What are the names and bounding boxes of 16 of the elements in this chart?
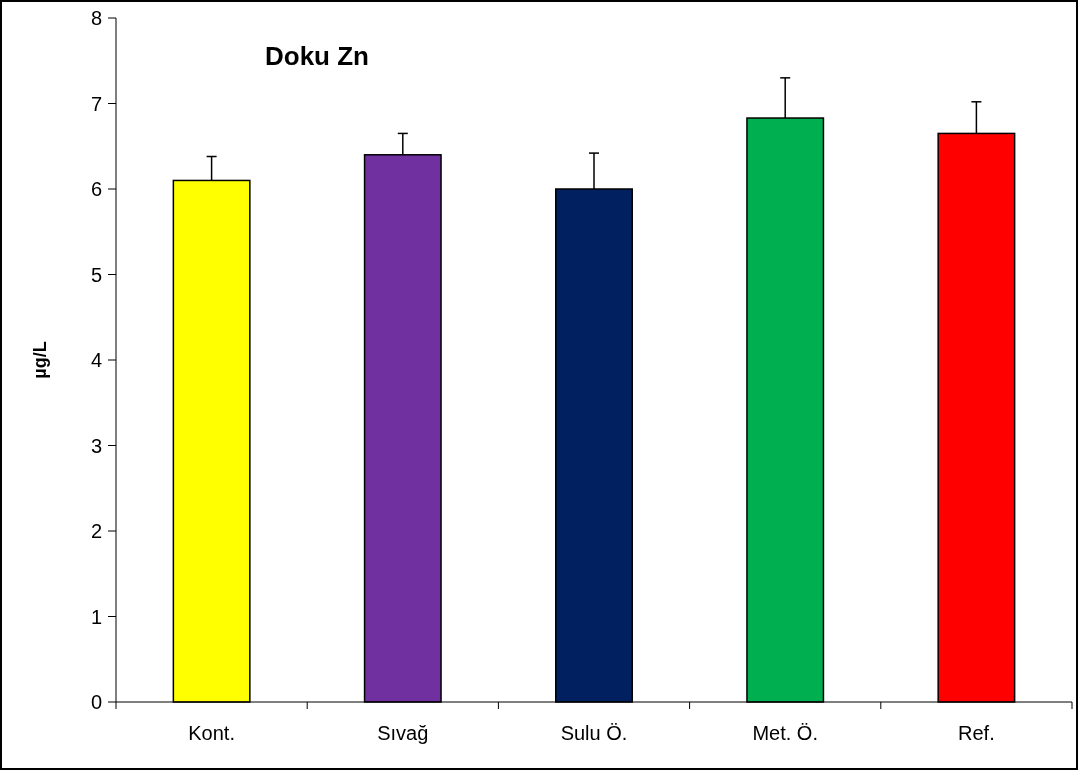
y-tick-label: 7 [90, 92, 102, 115]
x-tick-label: Ref. [958, 722, 995, 744]
y-axis-title: µg/L [30, 341, 50, 379]
x-tick-label: Kont. [188, 722, 235, 744]
y-tick-label: 2 [90, 520, 102, 542]
y-tick-label: 8 [90, 7, 102, 29]
x-tick-label: Met. Ö. [752, 722, 818, 744]
x-tick-label: Sıvağ [377, 722, 429, 744]
y-tick-label: 3 [90, 434, 102, 457]
y-tick-label: 0 [90, 691, 102, 713]
x-tick-label: Sulu Ö. [560, 722, 628, 744]
y-tick-label: 5 [90, 263, 102, 286]
y-tick-label: 4 [90, 349, 102, 371]
text: Doku Zn [265, 41, 369, 71]
y-tick-label: 6 [90, 178, 102, 200]
y-tick-label: 1 [90, 605, 102, 628]
